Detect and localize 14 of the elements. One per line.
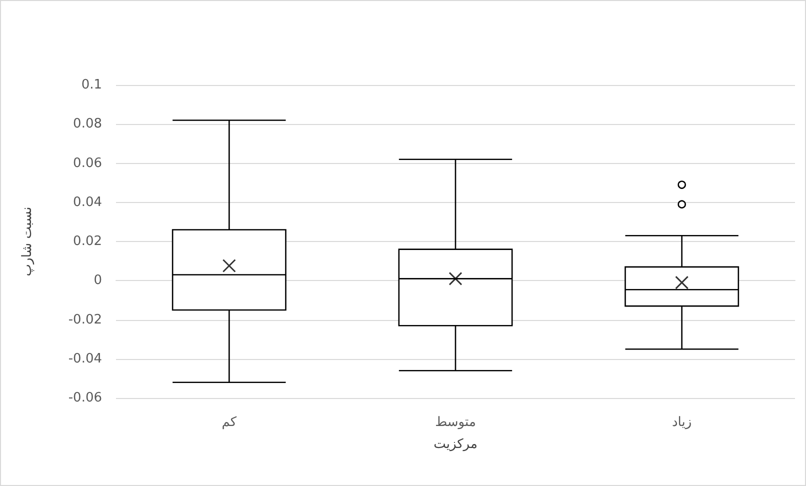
y-axis-title: نسبت شارپ (20, 206, 35, 276)
y-tick-label: -0.06 (68, 390, 102, 406)
y-tick-label: 0.08 (73, 116, 102, 132)
x-tick-label: زیاد (672, 415, 692, 430)
y-tick-label: -0.02 (68, 312, 102, 328)
y-tick-label: 0.02 (73, 234, 102, 249)
x-tick-label: متوسط (435, 415, 476, 430)
y-tick-label: -0.04 (68, 351, 102, 366)
y-tick-label: 0.1 (81, 78, 102, 92)
y-tick-label: 0.06 (73, 156, 102, 171)
x-tick-label: کم (222, 415, 238, 430)
y-tick-label: 0.04 (73, 194, 102, 210)
y-tick-label: 0 (94, 273, 102, 288)
x-axis-title: مرکزیت (434, 437, 478, 452)
